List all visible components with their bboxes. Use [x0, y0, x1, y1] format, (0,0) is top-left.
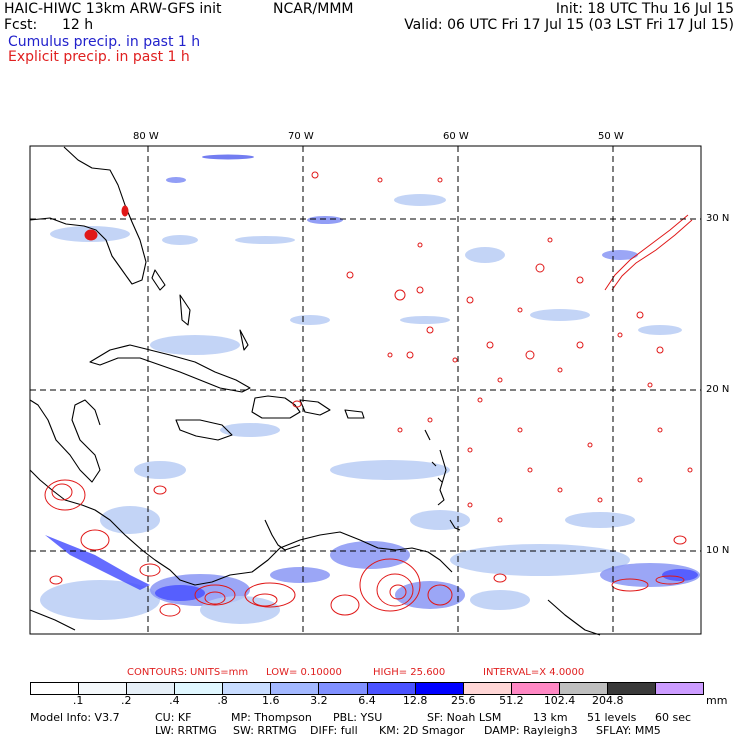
lat-lon-gridlines: [30, 146, 701, 634]
shortwave-scheme: SW: RRTMG: [233, 724, 297, 737]
colorbar-tick-label: .4: [169, 694, 180, 707]
init-time: Init: 18 UTC Thu 16 Jul 15: [555, 1, 734, 17]
lon-label-60w: 60 W: [443, 131, 469, 142]
colorbar-swatch: [511, 683, 560, 694]
colorbar-swatch: [31, 683, 80, 694]
cumulus-scheme: CU: KF: [155, 711, 192, 724]
surface-scheme: SF: Noah LSM: [427, 711, 502, 724]
microphysics-scheme: MP: Thompson: [231, 711, 312, 724]
colorbar-swatch: [367, 683, 416, 694]
contours-low: LOW= 0.10000: [266, 667, 342, 678]
eddy-coefficient-option: KM: 2D Smagor: [379, 724, 465, 737]
lat-label-10n: 10 N: [706, 545, 730, 556]
colorbar-tick-label: 204.8: [591, 694, 624, 707]
lon-label-80w: 80 W: [133, 131, 159, 142]
colorbar-swatch: [271, 683, 320, 694]
colorbar-swatch: [607, 683, 657, 694]
colorbar-swatch: [223, 683, 272, 694]
valid-time: Valid: 06 UTC Fri 17 Jul 15 (03 LST Fri …: [404, 17, 734, 33]
colorbar-swatch: [175, 683, 224, 694]
precip-colorbar: [30, 682, 704, 695]
colorbar-tick-label: .1: [72, 694, 84, 707]
colorbar-tick-label: 25.6: [451, 694, 476, 707]
time-step: 60 sec: [655, 711, 692, 724]
colorbar-tick-label: 6.4: [358, 694, 376, 707]
colorbar-tick-label: .8: [217, 694, 228, 707]
forecast-hour: 12 h: [62, 17, 94, 33]
colorbar-swatch: [79, 683, 128, 694]
institution-label: NCAR/MMM: [273, 1, 354, 17]
model-title: HAIC-HIWC 13km ARW-GFS init: [4, 1, 222, 17]
forecast-label: Fcst:: [4, 17, 38, 33]
colorbar-swatch: [127, 683, 176, 694]
colorbar-tick-label: 102.4: [543, 694, 576, 707]
cumulus-precip-shading: [40, 154, 700, 624]
vertical-levels: 51 levels: [587, 711, 637, 724]
model-version: Model Info: V3.7: [30, 711, 120, 724]
colorbar-tick-label: 1.6: [261, 694, 280, 707]
lat-label-30n: 30 N: [706, 213, 730, 224]
lat-label-20n: 20 N: [706, 384, 730, 395]
contours-label: CONTOURS:: [127, 667, 188, 678]
grid-resolution: 13 km: [533, 711, 568, 724]
diffusion-option: DIFF: full: [310, 724, 358, 737]
colorbar-tick-label: .2: [121, 694, 132, 707]
legend-explicit-precip: Explicit precip. in past 1 h: [8, 49, 190, 65]
contours-interval: INTERVAL=X 4.0000: [483, 667, 585, 678]
pbl-scheme: PBL: YSU: [333, 711, 383, 724]
lon-label-70w: 70 W: [288, 131, 314, 142]
colorbar-tick-label: 51.2: [499, 694, 524, 707]
longwave-scheme: LW: RRTMG: [155, 724, 217, 737]
colorbar-swatch: [415, 683, 464, 694]
map-frame: [29, 145, 702, 635]
contour-info: CONTOURS: UNITS=mm LOW= 0.10000 HIGH= 25…: [0, 667, 740, 681]
colorbar-swatch: [319, 683, 368, 694]
colorbar-tick-label: 12.8: [402, 694, 428, 707]
colorbar-swatch: [559, 683, 608, 694]
contours-high: HIGH= 25.600: [373, 667, 446, 678]
colorbar-swatch: [463, 683, 512, 694]
legend-cumulus-precip: Cumulus precip. in past 1 h: [8, 34, 201, 50]
colorbar-unit: mm: [706, 694, 728, 707]
coastlines: [29, 146, 601, 636]
colorbar-swatch: [656, 683, 704, 694]
lon-label-50w: 50 W: [598, 131, 624, 142]
damping-option: DAMP: Rayleigh3: [484, 724, 578, 737]
surface-layer-option: SFLAY: MM5: [596, 724, 661, 737]
contours-units: UNITS=mm: [190, 667, 249, 678]
colorbar-tick-label: 3.2: [310, 694, 328, 707]
explicit-precip-scattered-cells: [311, 171, 693, 523]
